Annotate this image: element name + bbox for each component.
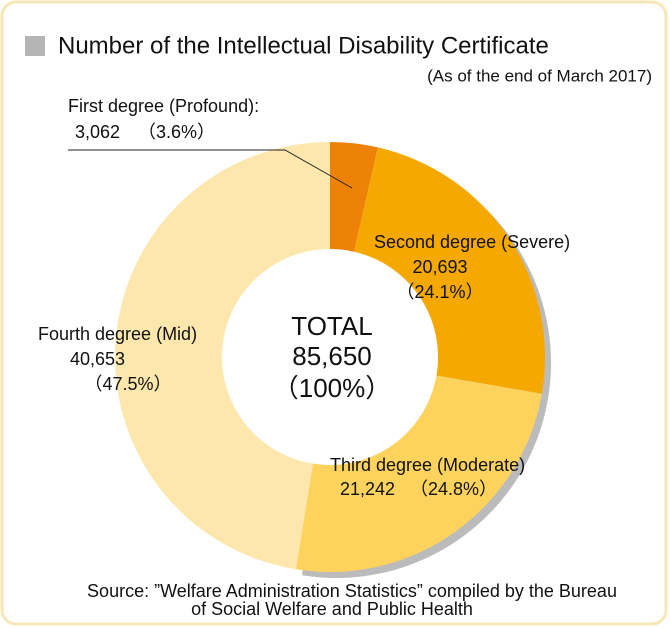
share-label: （47.5%） bbox=[84, 374, 171, 394]
donut bbox=[114, 142, 551, 579]
value-label: 40,653 bbox=[70, 349, 125, 369]
subtitle: (As of the end of March 2017) bbox=[427, 66, 652, 85]
total-title: TOTAL bbox=[291, 311, 372, 341]
slice-label: Fourth degree (Mid) bbox=[38, 324, 197, 344]
source: of Social Welfare and Public Health bbox=[191, 599, 473, 619]
leader-line bbox=[68, 149, 353, 189]
share-label: （24.1%） bbox=[396, 282, 483, 302]
slice-label: Second degree (Severe) bbox=[374, 232, 570, 252]
share-label: （3.6%） bbox=[138, 122, 215, 142]
title-marker bbox=[25, 36, 45, 56]
value-label: 20,693 bbox=[412, 257, 467, 277]
donut-hole bbox=[222, 249, 438, 465]
share-label: （24.8%） bbox=[410, 479, 497, 499]
chart-title: Number of the Intellectual Disability Ce… bbox=[58, 32, 549, 59]
slice-label: Third degree (Moderate) bbox=[330, 455, 525, 475]
source: Source: ”Welfare Administration Statisti… bbox=[87, 581, 617, 601]
total-share: （100%） bbox=[273, 373, 392, 403]
value-label: 21,242 bbox=[340, 479, 395, 499]
total-value: 85,650 bbox=[292, 341, 372, 371]
value-label: 3,062 bbox=[75, 122, 120, 142]
slice-label: First degree (Profound): bbox=[68, 96, 259, 116]
